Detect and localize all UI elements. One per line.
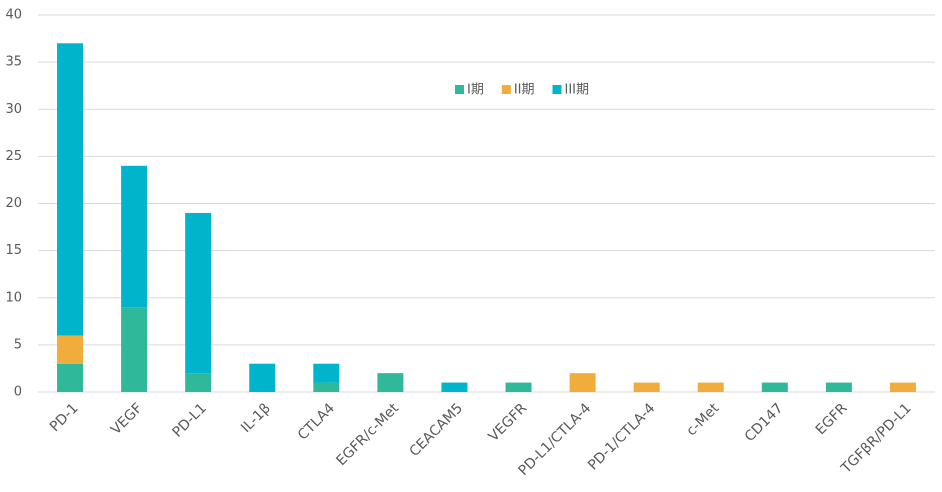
bar-segment: [441, 382, 468, 392]
y-tick-label: 10: [5, 290, 22, 305]
legend-swatch: [501, 85, 511, 94]
y-tick-label: 15: [5, 243, 22, 258]
y-tick-label: 5: [14, 337, 22, 352]
x-tick-label: EGFR/c-Met: [333, 400, 402, 469]
x-tick-label: CEACAM5: [407, 400, 467, 460]
y-tick-label: 20: [5, 196, 22, 211]
y-tick-label: 30: [5, 102, 22, 117]
bar-segment: [57, 43, 84, 336]
bar-segment: [249, 363, 276, 392]
x-tick-label: PD-1: [47, 400, 82, 435]
bar-segment: [505, 382, 532, 392]
bar-segment: [825, 382, 852, 392]
bar-segment: [697, 382, 724, 392]
x-tick-label: EGFR: [813, 400, 851, 438]
x-tick-label: PD-L1: [170, 400, 210, 440]
x-tick-label: VEGFR: [486, 400, 531, 445]
bar-segment: [377, 373, 404, 392]
bar-segment: [889, 382, 916, 392]
bar-segment: [633, 382, 660, 392]
legend-swatch: [552, 85, 562, 94]
y-tick-label: 35: [5, 55, 22, 70]
bar-segment: [761, 382, 788, 392]
legend-label: I期: [467, 83, 484, 98]
y-tick-label: 0: [14, 385, 22, 400]
x-tick-label: IL-1β: [238, 400, 274, 436]
x-tick-label: c-Met: [684, 400, 723, 439]
x-tick-label: VEGF: [108, 400, 146, 438]
x-tick-label: CTLA4: [295, 400, 338, 443]
x-tick-label: PD-1/CTLA-4: [585, 400, 658, 473]
bar-segment: [185, 212, 212, 374]
bar-segment: [57, 335, 84, 364]
bar-segment: [185, 373, 212, 392]
bar-segment: [569, 373, 596, 392]
bar-segment: [57, 363, 84, 392]
y-tick-label: 25: [5, 149, 22, 164]
bar-segment: [313, 382, 340, 392]
bar-segment: [121, 165, 148, 308]
bar-segment: [121, 307, 148, 392]
x-tick-label: CD147: [742, 400, 787, 445]
legend-swatch: [455, 85, 464, 94]
y-tick-label: 40: [5, 8, 22, 23]
legend-label: III期: [565, 83, 590, 98]
legend-label: II期: [514, 83, 535, 98]
bar-segment: [313, 363, 340, 383]
